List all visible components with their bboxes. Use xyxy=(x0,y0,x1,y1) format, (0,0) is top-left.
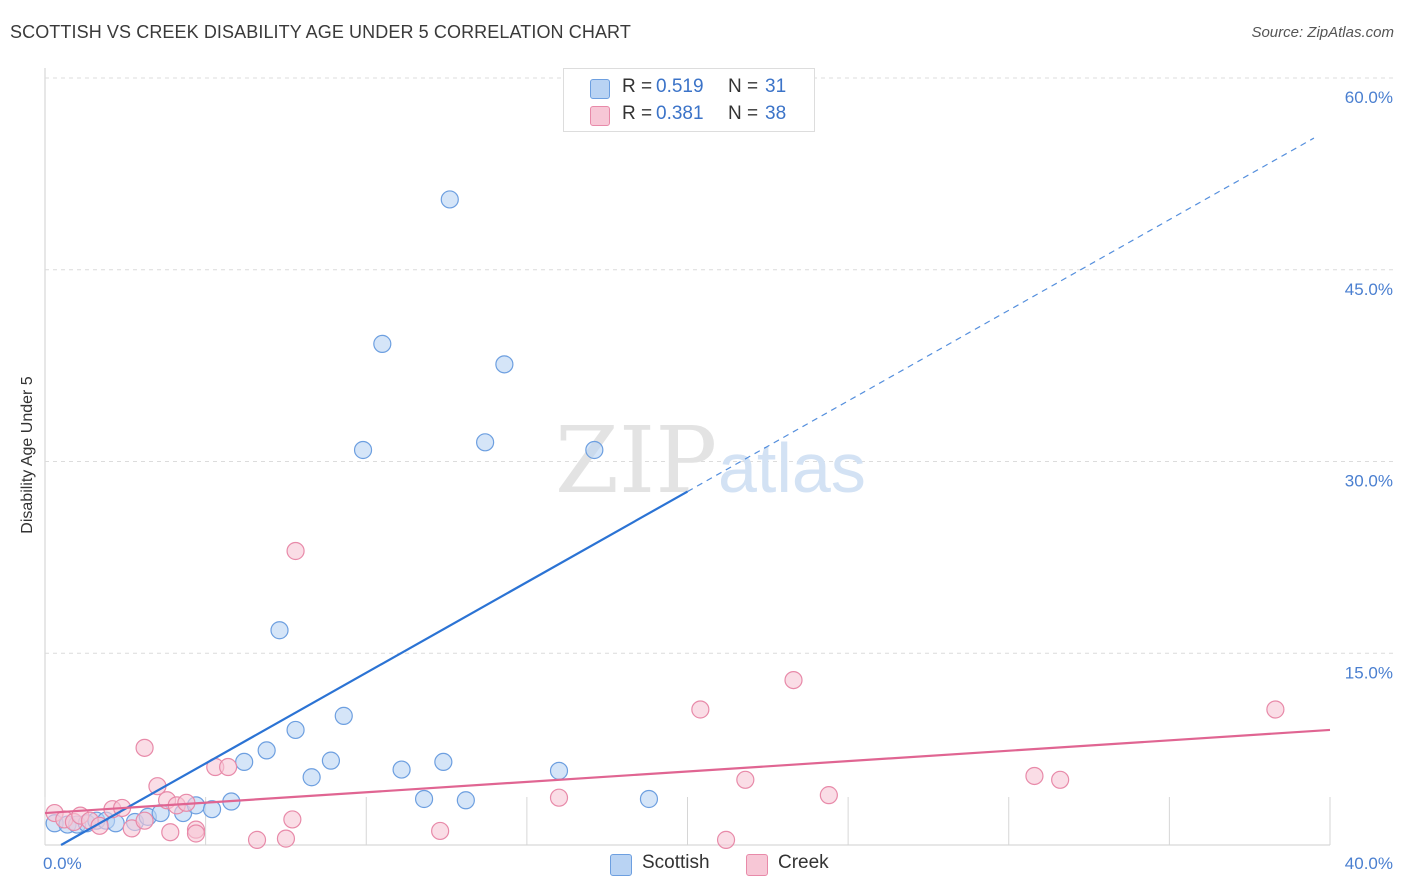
creek-point xyxy=(1266,700,1285,719)
scottish-legend-swatch xyxy=(610,854,632,876)
source-label: Source: ZipAtlas.com xyxy=(1251,24,1394,41)
legend-label-creek: Creek xyxy=(778,852,829,873)
x-tick-label: 40.0% xyxy=(1345,854,1393,873)
tick-labels: 15.0% 30.0% 45.0% 60.0% 0.0% 40.0% xyxy=(43,88,1393,873)
scottish-point xyxy=(334,706,353,725)
y-tick-label: 30.0% xyxy=(1345,472,1393,491)
y-tick-label: 15.0% xyxy=(1345,663,1393,682)
scottish-point xyxy=(353,440,373,460)
creek-point xyxy=(161,823,180,842)
scottish-point xyxy=(440,190,459,209)
legend-row-scottish: R = 0.519 N = 31 xyxy=(564,74,814,101)
legend-r-value: 0.381 xyxy=(656,103,704,124)
scottish-point xyxy=(456,791,475,810)
series-legend: Scottish Creek xyxy=(0,852,1406,876)
scottish-point xyxy=(286,720,305,740)
creek-point xyxy=(135,738,154,757)
legend-r-label: R = xyxy=(622,76,653,97)
scottish-point xyxy=(414,789,434,809)
y-tick-label: 60.0% xyxy=(1345,88,1393,107)
y-tick-label: 45.0% xyxy=(1345,280,1393,299)
scottish-point xyxy=(549,761,569,780)
creek-legend-swatch xyxy=(746,854,768,876)
creek-point xyxy=(736,770,755,789)
chart-title: SCOTTISH VS CREEK DISABILITY AGE UNDER 5… xyxy=(10,22,631,42)
scottish-point xyxy=(270,621,289,640)
creek-point xyxy=(276,829,296,848)
creek-point xyxy=(286,541,305,561)
scottish-point xyxy=(202,800,222,819)
creek-point xyxy=(135,811,154,830)
creek-swatch xyxy=(590,106,610,126)
creek-point xyxy=(784,670,803,690)
scottish-point xyxy=(302,768,321,787)
legend-r-value: 0.519 xyxy=(656,76,704,97)
scottish-point xyxy=(585,440,604,460)
creek-point xyxy=(819,786,838,805)
legend-n-value: 31 xyxy=(765,76,787,97)
scottish-point xyxy=(495,355,514,374)
correlation-legend: R = 0.519 N = 31 R = 0.381 N = 38 xyxy=(563,68,815,132)
creek-point xyxy=(1051,770,1070,789)
scottish-point xyxy=(257,741,276,760)
scottish-swatch xyxy=(590,79,610,99)
legend-r-label: R = xyxy=(622,103,653,124)
scottish-point xyxy=(373,334,392,353)
creek-trend-line xyxy=(44,728,1331,815)
grid xyxy=(44,68,1395,846)
creek-point xyxy=(186,824,206,843)
scottish-trend-line xyxy=(60,490,689,846)
x-tick-label: 0.0% xyxy=(43,854,82,873)
creek-point xyxy=(1025,766,1044,786)
legend-n-label: N = xyxy=(728,76,759,97)
creek-point xyxy=(219,757,238,777)
creek-point xyxy=(549,788,569,807)
legend-row-creek: R = 0.381 N = 38 xyxy=(564,101,814,128)
watermark-atlas: atlas xyxy=(718,429,866,507)
legend-n-value: 38 xyxy=(765,103,787,124)
creek-point xyxy=(431,821,450,841)
scottish-point xyxy=(321,751,341,770)
creek-point xyxy=(716,830,736,849)
points xyxy=(45,190,1285,849)
legend-n-label: N = xyxy=(728,103,759,124)
creek-point xyxy=(247,830,267,849)
scottish-point xyxy=(434,752,453,772)
scottish-point xyxy=(235,752,254,772)
watermark-zip: ZIP xyxy=(555,407,717,514)
scottish-trend-extension xyxy=(687,137,1315,493)
scottish-point xyxy=(392,760,411,779)
creek-point xyxy=(283,810,302,829)
scottish-point xyxy=(476,433,495,452)
scottish-point xyxy=(639,789,659,809)
creek-point xyxy=(691,700,710,719)
legend-label-scottish: Scottish xyxy=(642,852,710,873)
trend-lines xyxy=(44,137,1331,846)
